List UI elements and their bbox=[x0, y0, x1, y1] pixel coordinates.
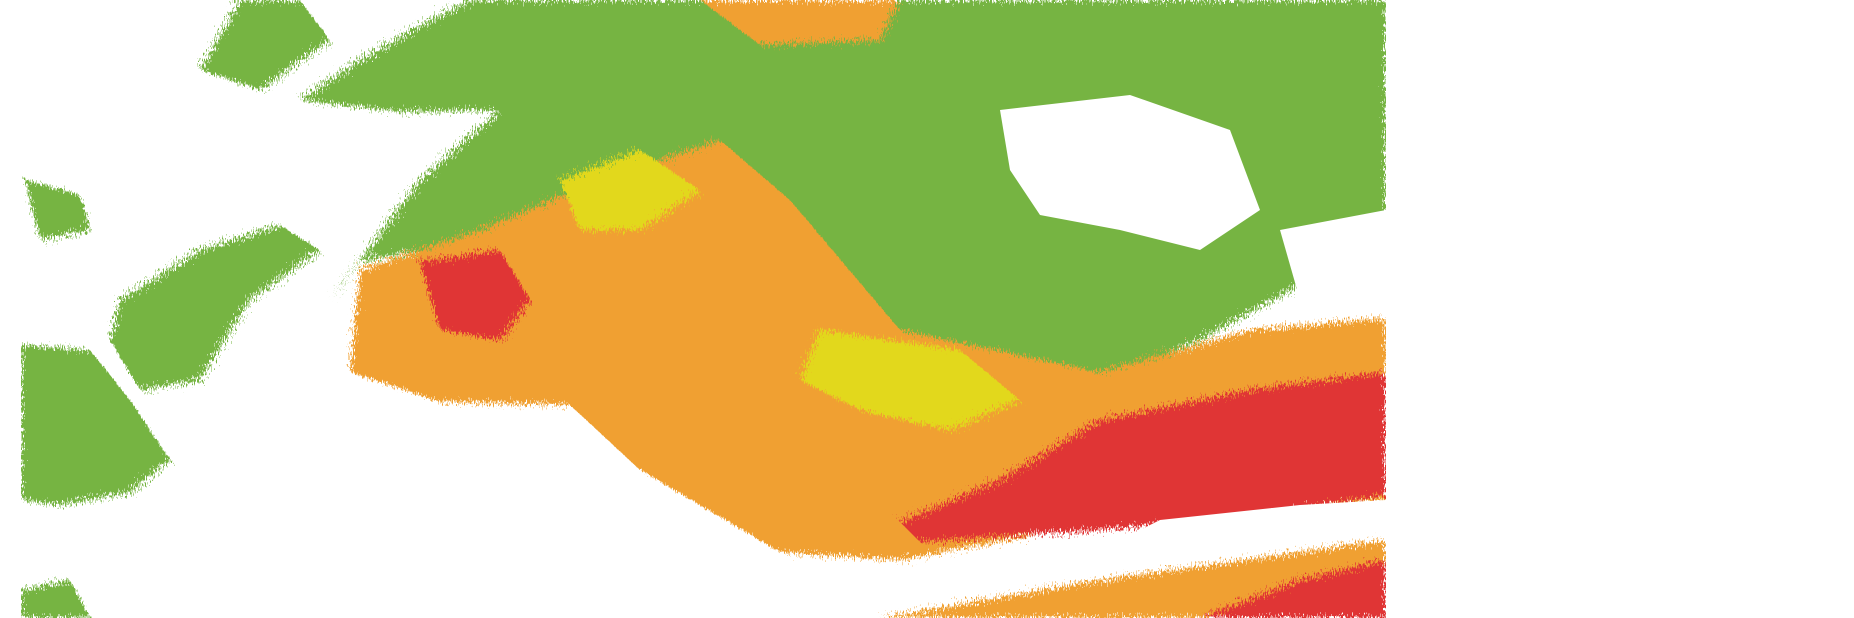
red-region bbox=[900, 372, 1386, 542]
gap bbox=[1280, 210, 1386, 300]
map-image bbox=[21, 0, 1386, 618]
green-region bbox=[200, 0, 330, 90]
gap bbox=[1000, 95, 1260, 250]
orange-region bbox=[700, 0, 900, 45]
green-region bbox=[21, 580, 90, 618]
red-region bbox=[1200, 560, 1386, 618]
green-region bbox=[21, 345, 170, 505]
red-region bbox=[420, 250, 530, 340]
green-region bbox=[25, 180, 90, 240]
green-region bbox=[110, 225, 320, 390]
cloud-gaps bbox=[1000, 0, 1854, 618]
gap bbox=[1386, 0, 1854, 618]
gap bbox=[1050, 500, 1386, 575]
yellow-region bbox=[560, 150, 700, 230]
yellow-region bbox=[800, 330, 1020, 430]
